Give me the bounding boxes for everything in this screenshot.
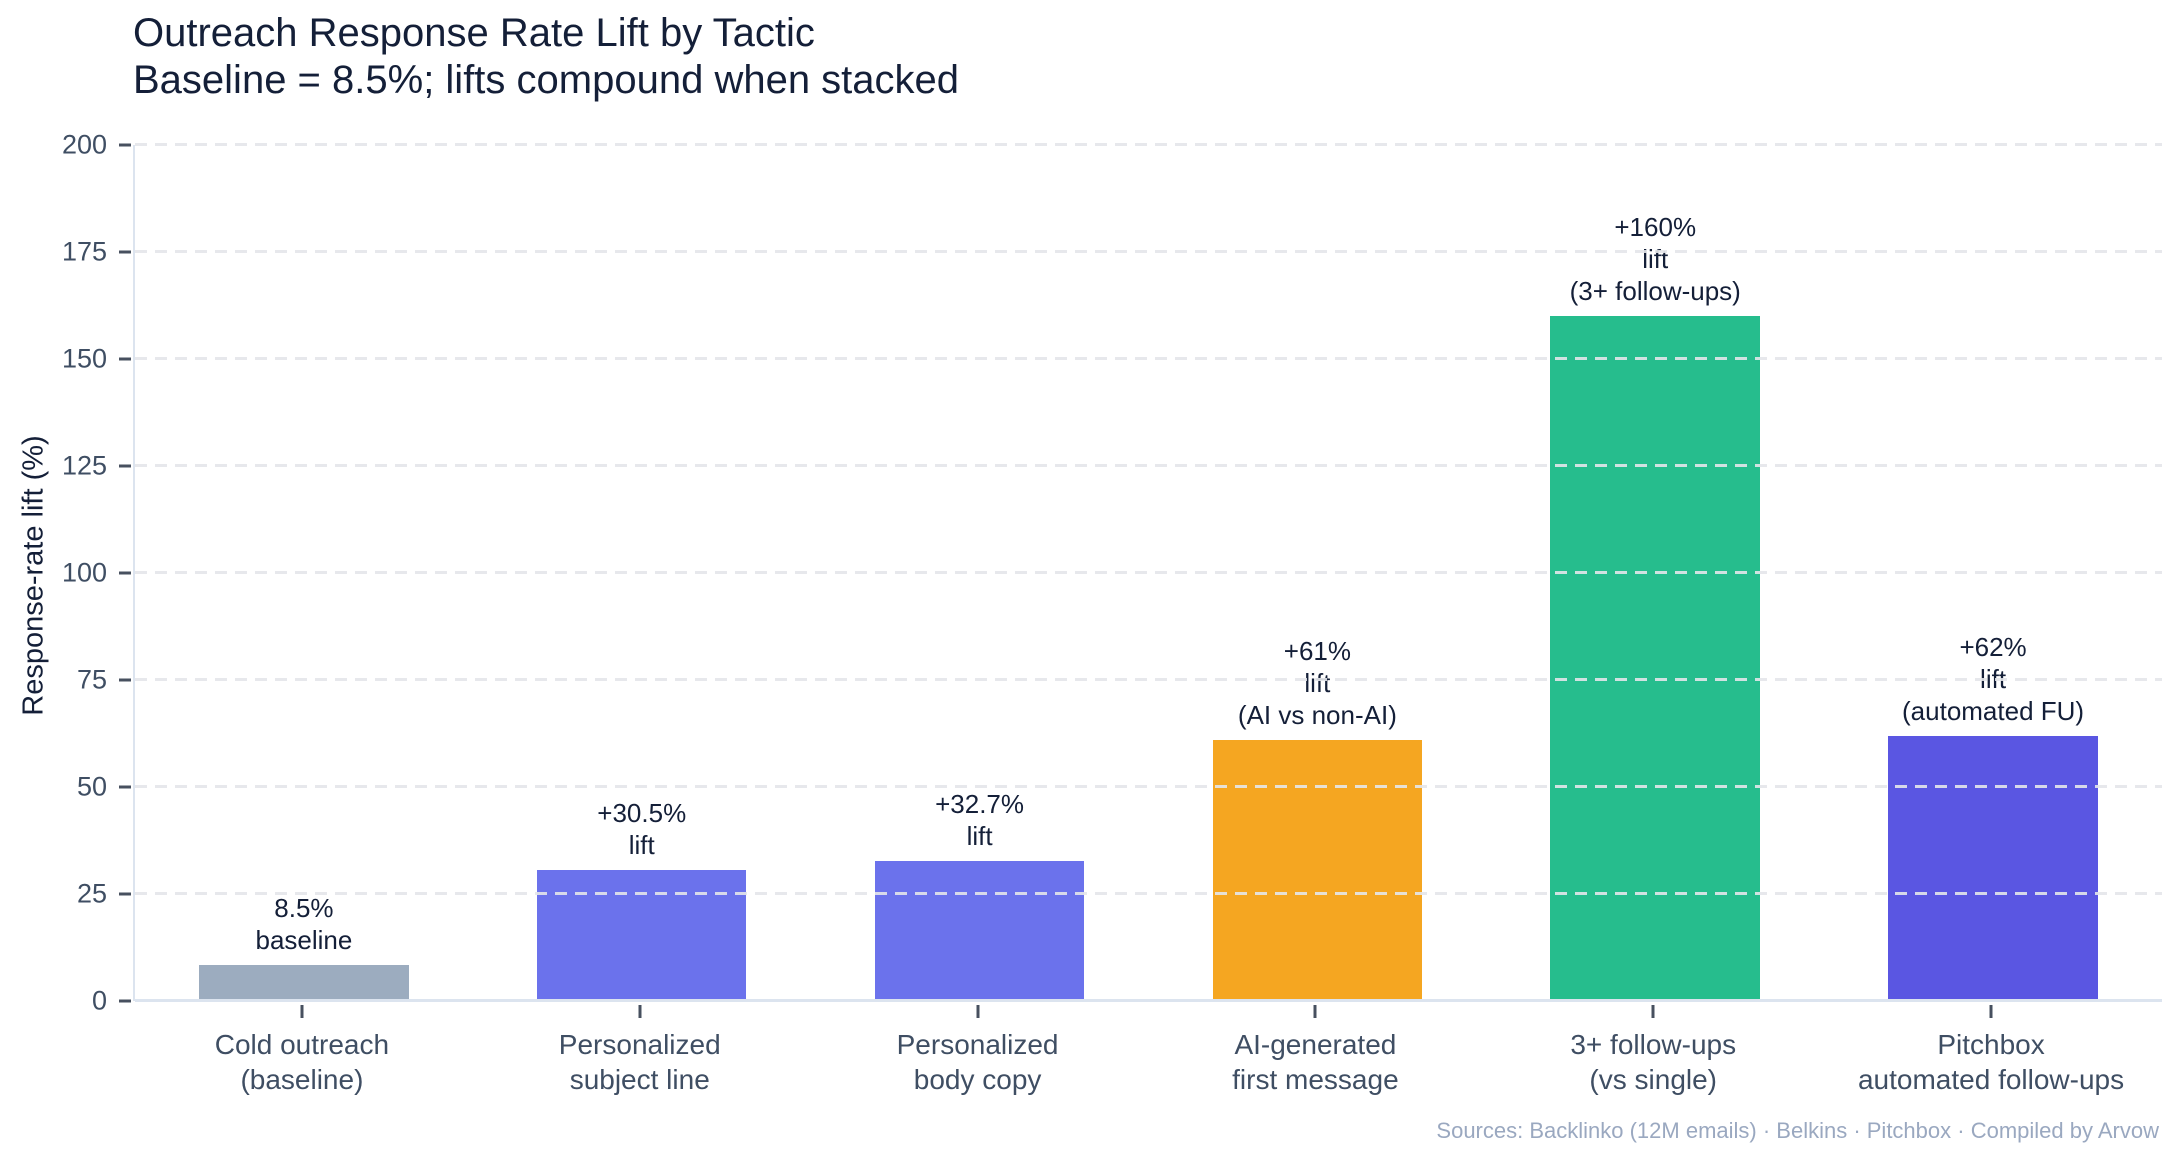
gridline-25 xyxy=(135,892,2162,895)
y-tick-mark-100 xyxy=(119,571,131,575)
bar-annotation: +30.5% lift xyxy=(597,798,687,861)
y-tick-mark-200 xyxy=(119,143,131,147)
x-category-label: Pitchbox automated follow-ups xyxy=(1857,1029,2125,1095)
bar xyxy=(874,861,1085,1001)
bar-slot-0: 8.5% baseline xyxy=(135,145,473,1001)
bar-slot-2: +32.7% lift xyxy=(811,145,1149,1001)
chart-subtitle: Baseline = 8.5%; lifts compound when sta… xyxy=(133,58,960,102)
x-axis-baseline xyxy=(135,999,2162,1002)
bar xyxy=(1888,735,2098,1001)
bar xyxy=(1550,316,1760,1001)
y-tick-mark-75 xyxy=(119,678,131,682)
x-axis: Cold outreach (baseline) Personalized sub… xyxy=(133,1001,2160,1121)
x-tick-mark xyxy=(1313,1005,1317,1018)
x-category-label: Personalized body copy xyxy=(896,1029,1059,1095)
x-category-label: 3+ follow-ups (vs single) xyxy=(1570,1029,1737,1095)
title-block: Outreach Response Rate Lift by Tactic Ba… xyxy=(133,10,959,104)
bar xyxy=(537,870,747,1001)
y-tick-label-50: 50 xyxy=(76,771,107,802)
bar xyxy=(1212,739,1423,1001)
x-label-slot-1: Personalized subject line xyxy=(471,1001,809,1121)
y-tick-label-175: 175 xyxy=(61,236,107,267)
plot-area: 8.5% baseline +30.5% lift +32.7% lift +61% … xyxy=(133,143,2162,1002)
y-tick-label-25: 25 xyxy=(76,878,107,909)
y-tick-label-200: 200 xyxy=(61,129,107,160)
y-tick-mark-150 xyxy=(119,357,131,361)
x-tick-mark xyxy=(1651,1005,1655,1018)
y-tick-label-150: 150 xyxy=(61,343,107,374)
x-label-slot-5: Pitchbox automated follow-ups xyxy=(1822,1001,2160,1121)
chart-title: Outreach Response Rate Lift by Tactic xyxy=(133,11,815,55)
x-label-slot-3: AI-generated first message xyxy=(1146,1001,1484,1121)
y-tick-mark-125 xyxy=(119,464,131,468)
bar-annotation: +62% lift (automated FU) xyxy=(1902,631,2085,726)
y-tick-label-125: 125 xyxy=(61,450,107,481)
bar xyxy=(199,964,409,1001)
gridline-50 xyxy=(135,785,2162,788)
y-tick-mark-25 xyxy=(119,892,131,896)
x-tick-mark xyxy=(300,1005,304,1018)
y-tick-mark-50 xyxy=(119,785,131,789)
bar-slot-4: +160% lift (3+ follow-ups) xyxy=(1486,145,1824,1001)
bar-annotation: 8.5% baseline xyxy=(255,892,353,955)
x-tick-mark xyxy=(638,1005,642,1018)
source-note: Sources: Backlinko (12M emails) · Belkin… xyxy=(1436,1118,2159,1143)
y-tick-label-0: 0 xyxy=(91,985,107,1016)
bar-annotation: +61% lift (AI vs non-AI) xyxy=(1237,635,1397,730)
bar-slot-5: +62% lift (automated FU) xyxy=(1824,145,2162,1001)
x-tick-mark xyxy=(976,1005,980,1018)
y-axis: 0 25 50 75 100 125 150 175 200 xyxy=(0,131,133,1014)
bar-slot-3: +61% lift (AI vs non-AI) xyxy=(1148,145,1486,1001)
x-tick-mark xyxy=(1989,1005,1993,1018)
y-tick-mark-0 xyxy=(119,999,131,1003)
y-tick-label-75: 75 xyxy=(76,664,107,695)
gridline-150 xyxy=(135,357,2162,360)
x-category-label: Cold outreach (baseline) xyxy=(214,1029,390,1095)
y-tick-mark-175 xyxy=(119,250,131,254)
bar-annotation: +160% lift (3+ follow-ups) xyxy=(1569,212,1741,307)
x-label-slot-4: 3+ follow-ups (vs single) xyxy=(1484,1001,1822,1121)
gridline-200 xyxy=(135,143,2162,146)
gridline-175 xyxy=(135,250,2162,253)
gridline-75 xyxy=(135,678,2162,681)
gridline-100 xyxy=(135,571,2162,574)
bar-annotation: +32.7% lift xyxy=(935,789,1025,852)
gridline-125 xyxy=(135,464,2162,467)
x-label-slot-0: Cold outreach (baseline) xyxy=(133,1001,471,1121)
x-category-label: Personalized subject line xyxy=(558,1029,721,1095)
x-label-slot-2: Personalized body copy xyxy=(809,1001,1147,1121)
x-category-label: AI-generated first message xyxy=(1232,1029,1399,1095)
y-tick-label-100: 100 xyxy=(61,557,107,588)
